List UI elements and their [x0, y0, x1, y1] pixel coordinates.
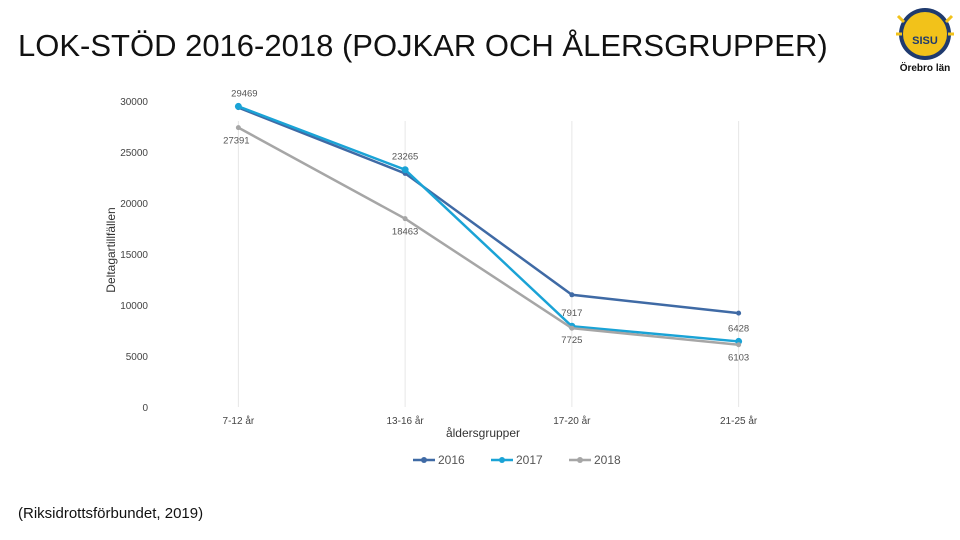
y-tick-label: 0 — [142, 403, 148, 414]
y-axis-ticks: 0 5000 10000 15000 20000 25000 30000 — [120, 97, 148, 414]
data-point — [402, 216, 408, 222]
series-2018 — [235, 125, 742, 348]
legend-item: 2017 — [491, 453, 543, 467]
logo-subtitle: Örebro län — [900, 61, 951, 74]
sisu-logo: SISU Örebro län — [896, 8, 954, 74]
x-axis-ticks: 7-12 år 13-16 år 17-20 år 21-25 år — [223, 415, 758, 427]
series-2016 — [235, 105, 742, 316]
data-point — [569, 325, 575, 331]
x-tick-label: 13-16 år — [387, 415, 425, 427]
data-point — [234, 102, 242, 110]
legend-marker — [499, 457, 505, 463]
legend-item: 2016 — [413, 453, 465, 467]
y-axis-title: Deltagartillfällen — [104, 207, 118, 292]
series-line — [237, 106, 739, 315]
y-tick-label: 10000 — [120, 301, 148, 312]
data-label: 6428 — [728, 323, 749, 334]
y-tick-label: 5000 — [126, 352, 149, 363]
legend-marker — [421, 457, 427, 463]
legend-item: 2018 — [569, 453, 621, 467]
x-grid-lines — [237, 121, 740, 407]
data-label: 23265 — [392, 152, 418, 163]
x-axis-title: åldersgrupper — [446, 426, 520, 440]
data-label: 7917 — [561, 308, 582, 319]
data-point — [736, 310, 742, 316]
x-tick-label: 17-20 år — [553, 415, 591, 427]
series-2017 — [234, 102, 743, 345]
y-tick-label: 20000 — [120, 199, 148, 210]
data-label: 27391 — [223, 136, 249, 147]
data-label: 18463 — [392, 227, 418, 238]
series-line — [237, 126, 739, 346]
series-group — [234, 102, 743, 348]
source-citation: (Riksidrottsförbundet, 2019) — [18, 505, 204, 522]
data-label: 7725 — [561, 335, 582, 346]
y-tick-label: 30000 — [120, 97, 148, 108]
legend-label: 2018 — [594, 453, 621, 467]
legend: 2016 2017 2018 — [413, 453, 621, 467]
data-label: 29469 — [231, 88, 257, 99]
legend-label: 2016 — [438, 453, 465, 467]
series-line — [237, 105, 739, 343]
logo-text: SISU — [912, 35, 938, 47]
legend-label: 2017 — [516, 453, 543, 467]
slide-title: LOK-STÖD 2016-2018 (POJKAR OCH ÅLERSGRUP… — [18, 28, 828, 63]
data-point — [736, 342, 742, 348]
data-point — [235, 125, 241, 131]
data-labels: 29469 27391 23265 18463 7917 7725 6428 6103 — [223, 88, 749, 363]
y-tick-label: 15000 — [120, 250, 148, 261]
data-point — [401, 166, 409, 174]
legend-marker — [577, 457, 583, 463]
x-tick-label: 7-12 år — [223, 415, 255, 427]
y-tick-label: 25000 — [120, 148, 148, 159]
x-tick-label: 21-25 år — [720, 415, 758, 427]
data-label: 6103 — [728, 353, 749, 364]
data-point — [569, 292, 575, 298]
